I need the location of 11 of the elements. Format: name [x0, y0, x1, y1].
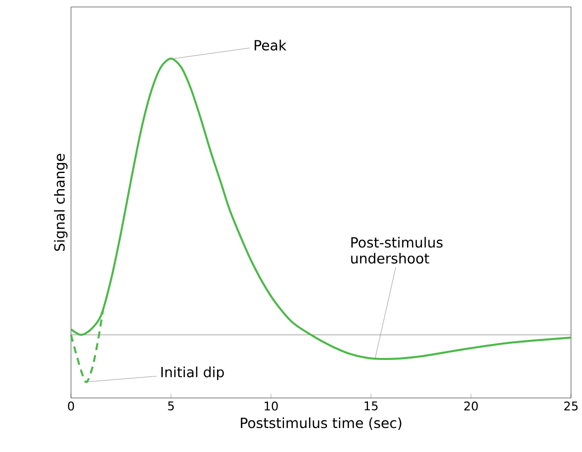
annotation: Peak [254, 40, 286, 51]
x-axis-title: Poststimulus time (sec) [240, 417, 402, 430]
x-tick-label: 15 [364, 402, 378, 410]
annotation: Initial dip [161, 366, 224, 380]
x-tick-label: 10 [264, 402, 278, 411]
x-tick-label: 0 [68, 402, 74, 411]
x-tick-label: 5 [168, 402, 174, 410]
annotation: Post-stimulus undershoot [351, 236, 443, 264]
y-axis-title: Signal change [54, 154, 68, 251]
x-tick-label: 25 [564, 402, 578, 411]
x-tick-label: 20 [464, 402, 478, 411]
